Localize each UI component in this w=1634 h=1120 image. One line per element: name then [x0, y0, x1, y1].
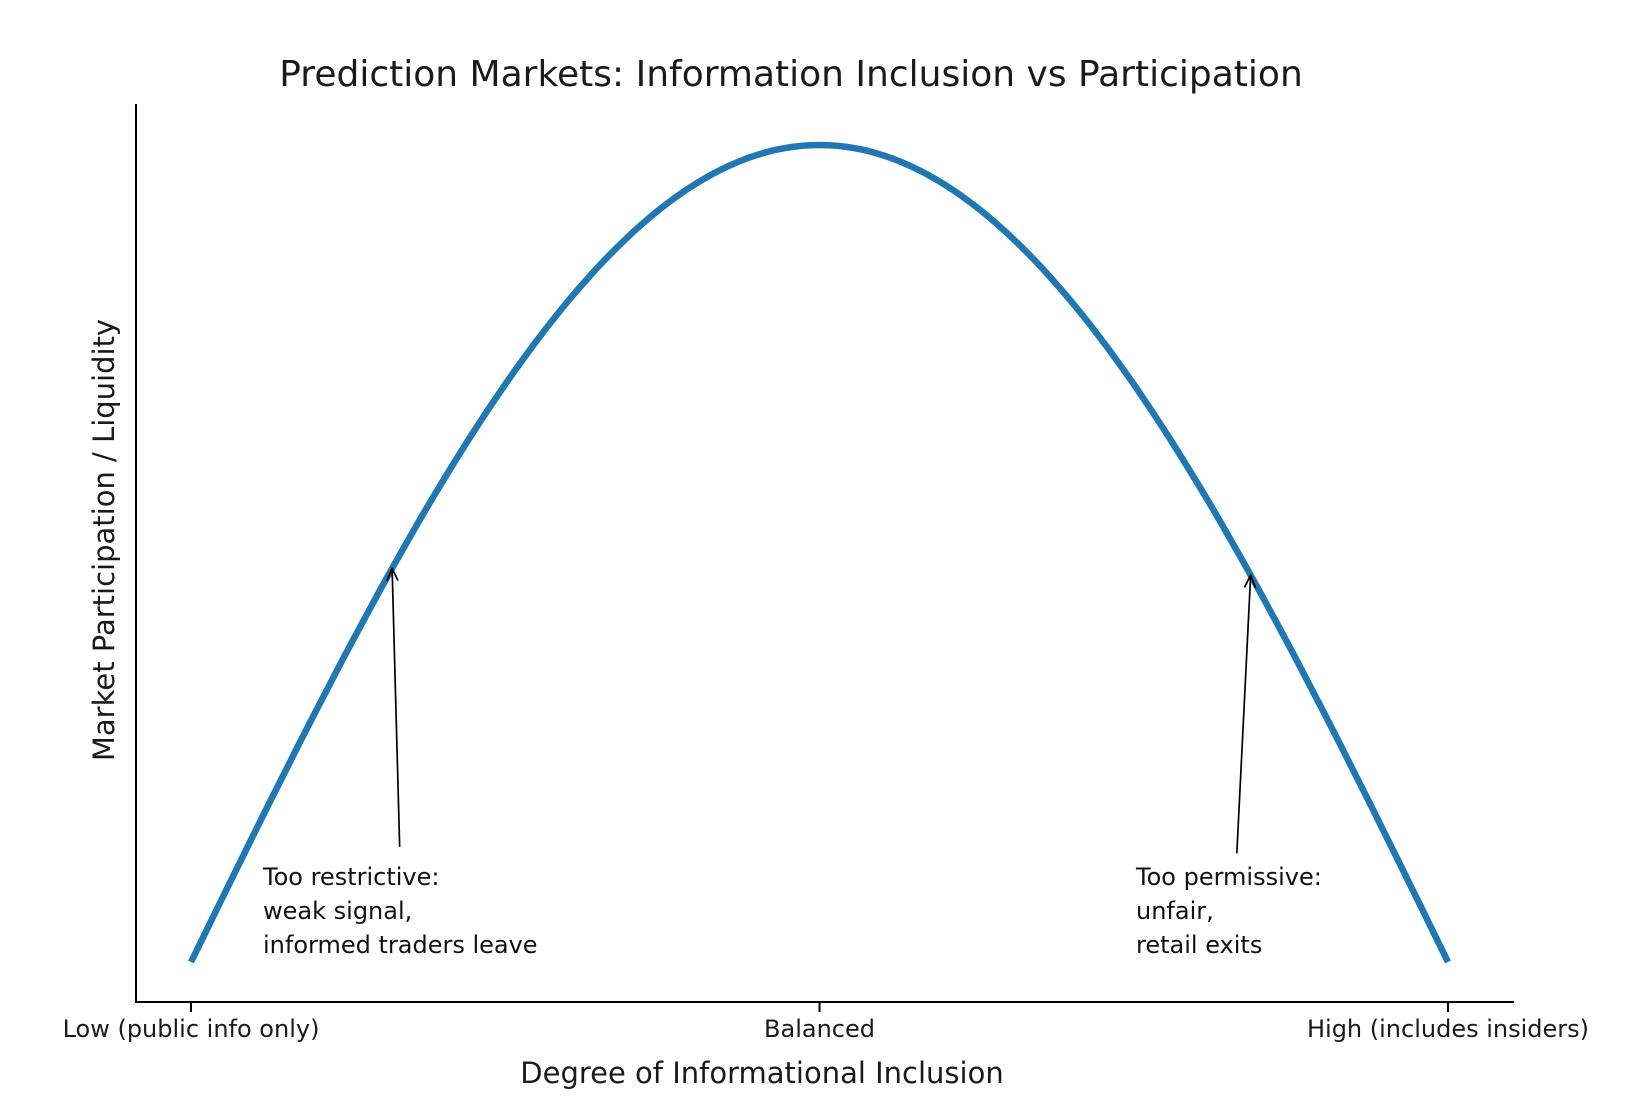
annotation-arrow-line	[391, 568, 401, 847]
annotation-too-restrictive: Too restrictive: weak signal, informed t…	[263, 860, 538, 962]
annotation-arrow-head	[391, 567, 399, 581]
x-tick-label-high: High (includes insiders)	[1306, 1015, 1590, 1043]
annotation-line: Too restrictive:	[263, 862, 440, 891]
x-tick-label-balanced: Balanced	[764, 1015, 875, 1043]
annotation-line: informed traders leave	[263, 930, 538, 959]
annotation-line: weak signal,	[263, 896, 413, 925]
annotation-arrow-head	[1249, 574, 1257, 589]
x-tick-label-low: Low (public info only)	[62, 1015, 320, 1043]
x-axis-label: Degree of Informational Inclusion	[520, 1056, 1004, 1090]
chart-title: Prediction Markets: Information Inclusio…	[279, 54, 1303, 95]
annotation-arrow-head	[1243, 574, 1252, 588]
annotation-line: Too permissive:	[1136, 862, 1322, 891]
annotation-line: unfair,	[1136, 896, 1214, 925]
annotation-arrow-head	[386, 567, 393, 582]
annotation-line: retail exits	[1136, 930, 1263, 959]
annotation-too-permissive: Too permissive: unfair, retail exits	[1136, 860, 1322, 962]
participation-curve	[188, 141, 1451, 964]
y-axis-label: Market Participation / Liquidity	[87, 318, 121, 762]
annotation-arrow-line	[1235, 575, 1252, 854]
